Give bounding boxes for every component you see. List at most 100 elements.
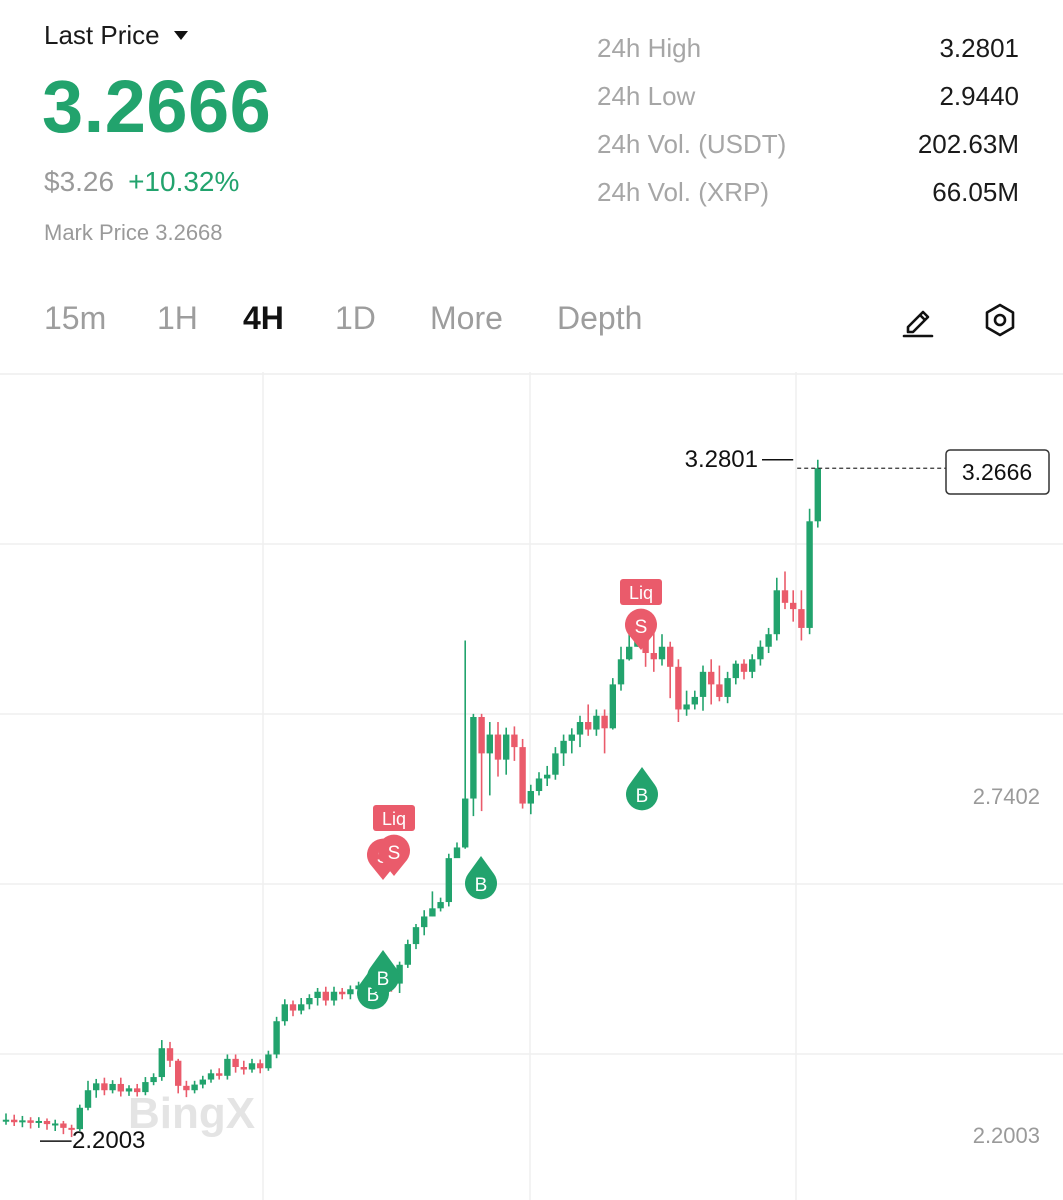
buy-marker-label: B — [636, 786, 649, 807]
candle — [601, 709, 608, 754]
candle-body — [814, 468, 821, 522]
tab-15m[interactable]: 15m — [44, 300, 107, 336]
stat-row-high: 24h High 3.2801 — [597, 24, 1019, 72]
candle-body — [667, 646, 674, 667]
liq-tag[interactable]: Liq — [373, 805, 415, 831]
candle-body — [585, 722, 592, 730]
candle — [519, 738, 526, 809]
candle — [585, 704, 592, 736]
candle-body — [462, 798, 469, 848]
liq-tag[interactable]: Liq — [620, 579, 662, 605]
buy-marker[interactable]: B — [626, 767, 658, 811]
candle — [134, 1083, 141, 1097]
stat-label: 24h Vol. (XRP) — [597, 176, 769, 207]
candle — [52, 1119, 59, 1131]
buy-marker-label: B — [475, 875, 488, 896]
candle — [109, 1080, 116, 1094]
candle-body — [84, 1090, 92, 1108]
candle — [773, 577, 780, 641]
candle — [60, 1120, 67, 1135]
candle — [486, 722, 493, 796]
candle — [339, 987, 346, 1000]
candle — [494, 722, 502, 777]
candle-body — [749, 659, 756, 672]
candle — [798, 590, 805, 641]
sell-marker-shape — [378, 834, 410, 876]
candle — [740, 659, 748, 680]
tab-4h[interactable]: 4H — [243, 300, 284, 336]
change-percent: +10.32% — [128, 166, 240, 197]
candle — [76, 1104, 83, 1131]
candle-body — [757, 646, 764, 660]
candle-body — [511, 734, 518, 748]
candle-body — [576, 722, 584, 735]
candle-body — [494, 734, 502, 760]
candle — [281, 999, 288, 1026]
tab-1h[interactable]: 1H — [157, 300, 198, 336]
last-price-selector[interactable]: Last Price — [44, 20, 188, 51]
candlestick-chart[interactable]: BingX LiqSSBBBLiqSB 2.7402 2.2003 3.2801… — [0, 372, 1063, 1200]
candle — [207, 1069, 215, 1083]
candle — [609, 678, 616, 730]
usd-price: $3.26 — [44, 166, 115, 197]
candle — [593, 709, 600, 736]
sell-marker-label: S — [388, 843, 401, 864]
candle — [322, 986, 329, 1006]
chart-canvas[interactable]: BingX LiqSSBBBLiqSB 2.7402 2.2003 3.2801… — [0, 372, 1063, 1200]
candle-body — [257, 1063, 264, 1069]
candle — [708, 659, 715, 705]
stat-row-vol-xrp: 24h Vol. (XRP) 66.05M — [597, 168, 1019, 216]
candle — [814, 459, 821, 528]
tab-depth[interactable]: Depth — [557, 300, 643, 336]
candle — [429, 891, 436, 917]
candle-body — [535, 778, 543, 792]
pencil-icon[interactable] — [898, 300, 938, 340]
candle-body — [330, 991, 338, 1001]
candle — [199, 1075, 206, 1089]
buy-marker-shape — [465, 856, 498, 900]
candle-body — [347, 989, 354, 995]
sell-marker[interactable]: S — [624, 608, 657, 650]
candle-body — [732, 663, 739, 679]
candle — [240, 1060, 247, 1075]
liq-tag-label: Liq — [382, 809, 406, 829]
candle — [749, 654, 756, 679]
candle — [552, 747, 559, 780]
candle-body — [232, 1058, 239, 1068]
candle-body — [798, 609, 805, 628]
buy-marker[interactable]: B — [367, 950, 400, 994]
candle-body — [76, 1107, 83, 1130]
candle-body — [19, 1120, 26, 1123]
candle — [560, 734, 567, 766]
candle — [289, 1000, 297, 1017]
candle-body — [240, 1067, 247, 1070]
candle — [183, 1080, 190, 1098]
candle-body — [470, 717, 477, 799]
tab-1d[interactable]: 1D — [335, 300, 376, 336]
candle — [667, 641, 674, 699]
candle — [453, 842, 461, 859]
price-axis-label: 2.7402 — [973, 784, 1040, 809]
candle — [101, 1077, 108, 1096]
candle-body — [724, 678, 731, 697]
candle-body — [527, 791, 534, 804]
candle — [68, 1124, 75, 1138]
candle — [404, 939, 411, 968]
candle — [716, 665, 723, 702]
sell-marker[interactable]: S — [378, 834, 410, 876]
candle — [765, 627, 772, 654]
last-price-value: 3.2666 — [42, 65, 272, 148]
candle-body — [552, 753, 559, 775]
candle — [191, 1080, 198, 1094]
current-price-tag[interactable]: 3.2666 — [945, 449, 1050, 495]
tab-more[interactable]: More — [430, 300, 503, 336]
candle — [527, 784, 534, 815]
candle-body — [519, 747, 526, 804]
buy-marker[interactable]: B — [465, 856, 498, 900]
candle — [396, 961, 403, 993]
candle-body — [429, 908, 436, 917]
candle-body — [609, 684, 616, 729]
candle — [19, 1115, 26, 1128]
hex-settings-icon[interactable] — [980, 300, 1020, 340]
candle — [150, 1073, 157, 1086]
